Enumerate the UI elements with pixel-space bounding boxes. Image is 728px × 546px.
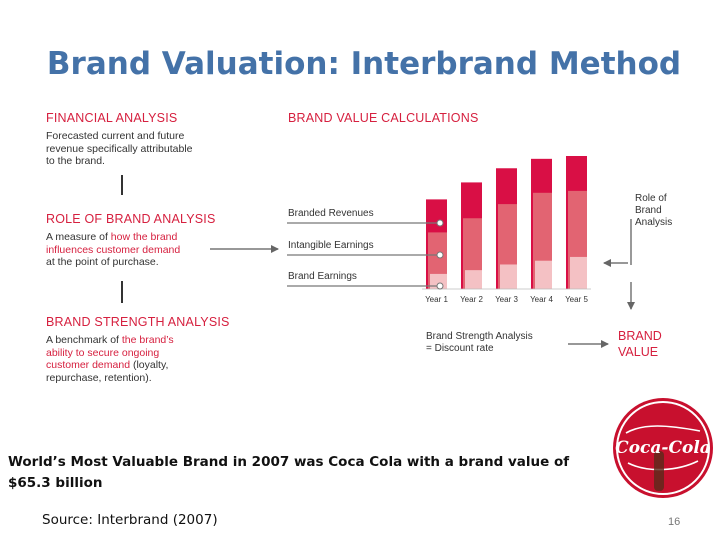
role-text-plain: at the point of purchase. <box>46 256 159 268</box>
x-tick-label: Year 2 <box>460 295 483 304</box>
strength-text-highlight: the brand’s <box>121 334 174 346</box>
strength-text-plain: (loyalty, <box>130 359 169 371</box>
strength-text-highlight: ability to secure ongoing <box>46 346 160 359</box>
brand-earnings-label: Brand Earnings <box>288 271 357 282</box>
strength-analysis-heading: BRAND STRENGTH ANALYSIS <box>46 315 230 329</box>
source-text: Source: Interbrand (2007) <box>42 512 218 528</box>
brand-value-label: BRAND VALUE <box>618 328 662 360</box>
interbrand-diagram: FINANCIAL ANALYSIS Forecasted current an… <box>38 97 688 399</box>
page-number: 16 <box>668 516 681 528</box>
financial-analysis-text: Forecasted current and future revenue sp… <box>46 130 193 168</box>
strength-text-highlight: customer demand <box>46 359 131 371</box>
financial-line: Forecasted current and future <box>46 130 185 142</box>
discount-label-line: Brand Strength Analysis <box>426 331 533 342</box>
role-analysis-heading: ROLE OF BRAND ANALYSIS <box>46 212 216 226</box>
role-analysis-text: A measure of how the brand influences cu… <box>46 231 180 269</box>
financial-analysis-heading: FINANCIAL ANALYSIS <box>46 111 178 125</box>
bar-brand-earnings <box>535 260 552 289</box>
financial-line: to the brand. <box>46 155 105 167</box>
coca-cola-logo: Coca-Cola <box>613 398 713 498</box>
role-label-line: Analysis <box>635 217 673 228</box>
strength-text-plain: repurchase, retention). <box>46 371 152 384</box>
role-of-brand-analysis-label: Role of Brand Analysis <box>635 193 672 229</box>
x-tick-label: Year 1 <box>425 295 448 304</box>
discount-label-line: = Discount rate <box>426 343 494 354</box>
brand-value-line: BRAND <box>618 329 662 343</box>
caption-text: World’s Most Valuable Brand in 2007 was … <box>8 454 570 491</box>
intangible-earnings-label: Intangible Earnings <box>288 240 374 251</box>
diagram-graphics: Year 1 Year 2 Year 3 Year 4 Year 5 <box>210 156 635 348</box>
pointer-dot <box>436 282 444 290</box>
brand-value-line: VALUE <box>618 345 659 359</box>
role-label-line: Role of <box>635 193 667 204</box>
strength-analysis-text: A benchmark of the brand’s ability to se… <box>46 334 174 384</box>
logo-wordmark: Coca-Cola <box>615 438 711 458</box>
bar-brand-earnings <box>500 264 517 289</box>
slide-title: Brand Valuation: Interbrand Method <box>46 46 682 82</box>
bar-brand-earnings <box>570 256 587 289</box>
pointer-dot <box>436 251 444 259</box>
role-text-plain: A measure of <box>46 231 111 243</box>
connector-line <box>121 175 123 195</box>
x-tick-label: Year 3 <box>495 295 518 304</box>
brand-strength-discount-label: Brand Strength Analysis = Discount rate <box>426 331 533 355</box>
x-tick-label: Year 5 <box>565 295 588 304</box>
bar-chart: Year 1 Year 2 Year 3 Year 4 Year 5 <box>422 156 591 304</box>
branded-revenues-label: Branded Revenues <box>288 208 374 219</box>
x-tick-label: Year 4 <box>530 295 553 304</box>
brand-value-calculations-heading: BRAND VALUE CALCULATIONS <box>288 111 479 125</box>
role-label-line: Brand <box>635 205 662 216</box>
strength-text-plain: A benchmark of <box>46 334 122 346</box>
financial-line: revenue specifically attributable <box>46 142 193 155</box>
pointer-dot <box>436 219 444 227</box>
connector-line <box>121 281 123 303</box>
role-text-highlight: influences customer demand <box>46 243 181 256</box>
bar-brand-earnings <box>465 270 482 289</box>
role-text-highlight: how the brand <box>110 231 178 243</box>
